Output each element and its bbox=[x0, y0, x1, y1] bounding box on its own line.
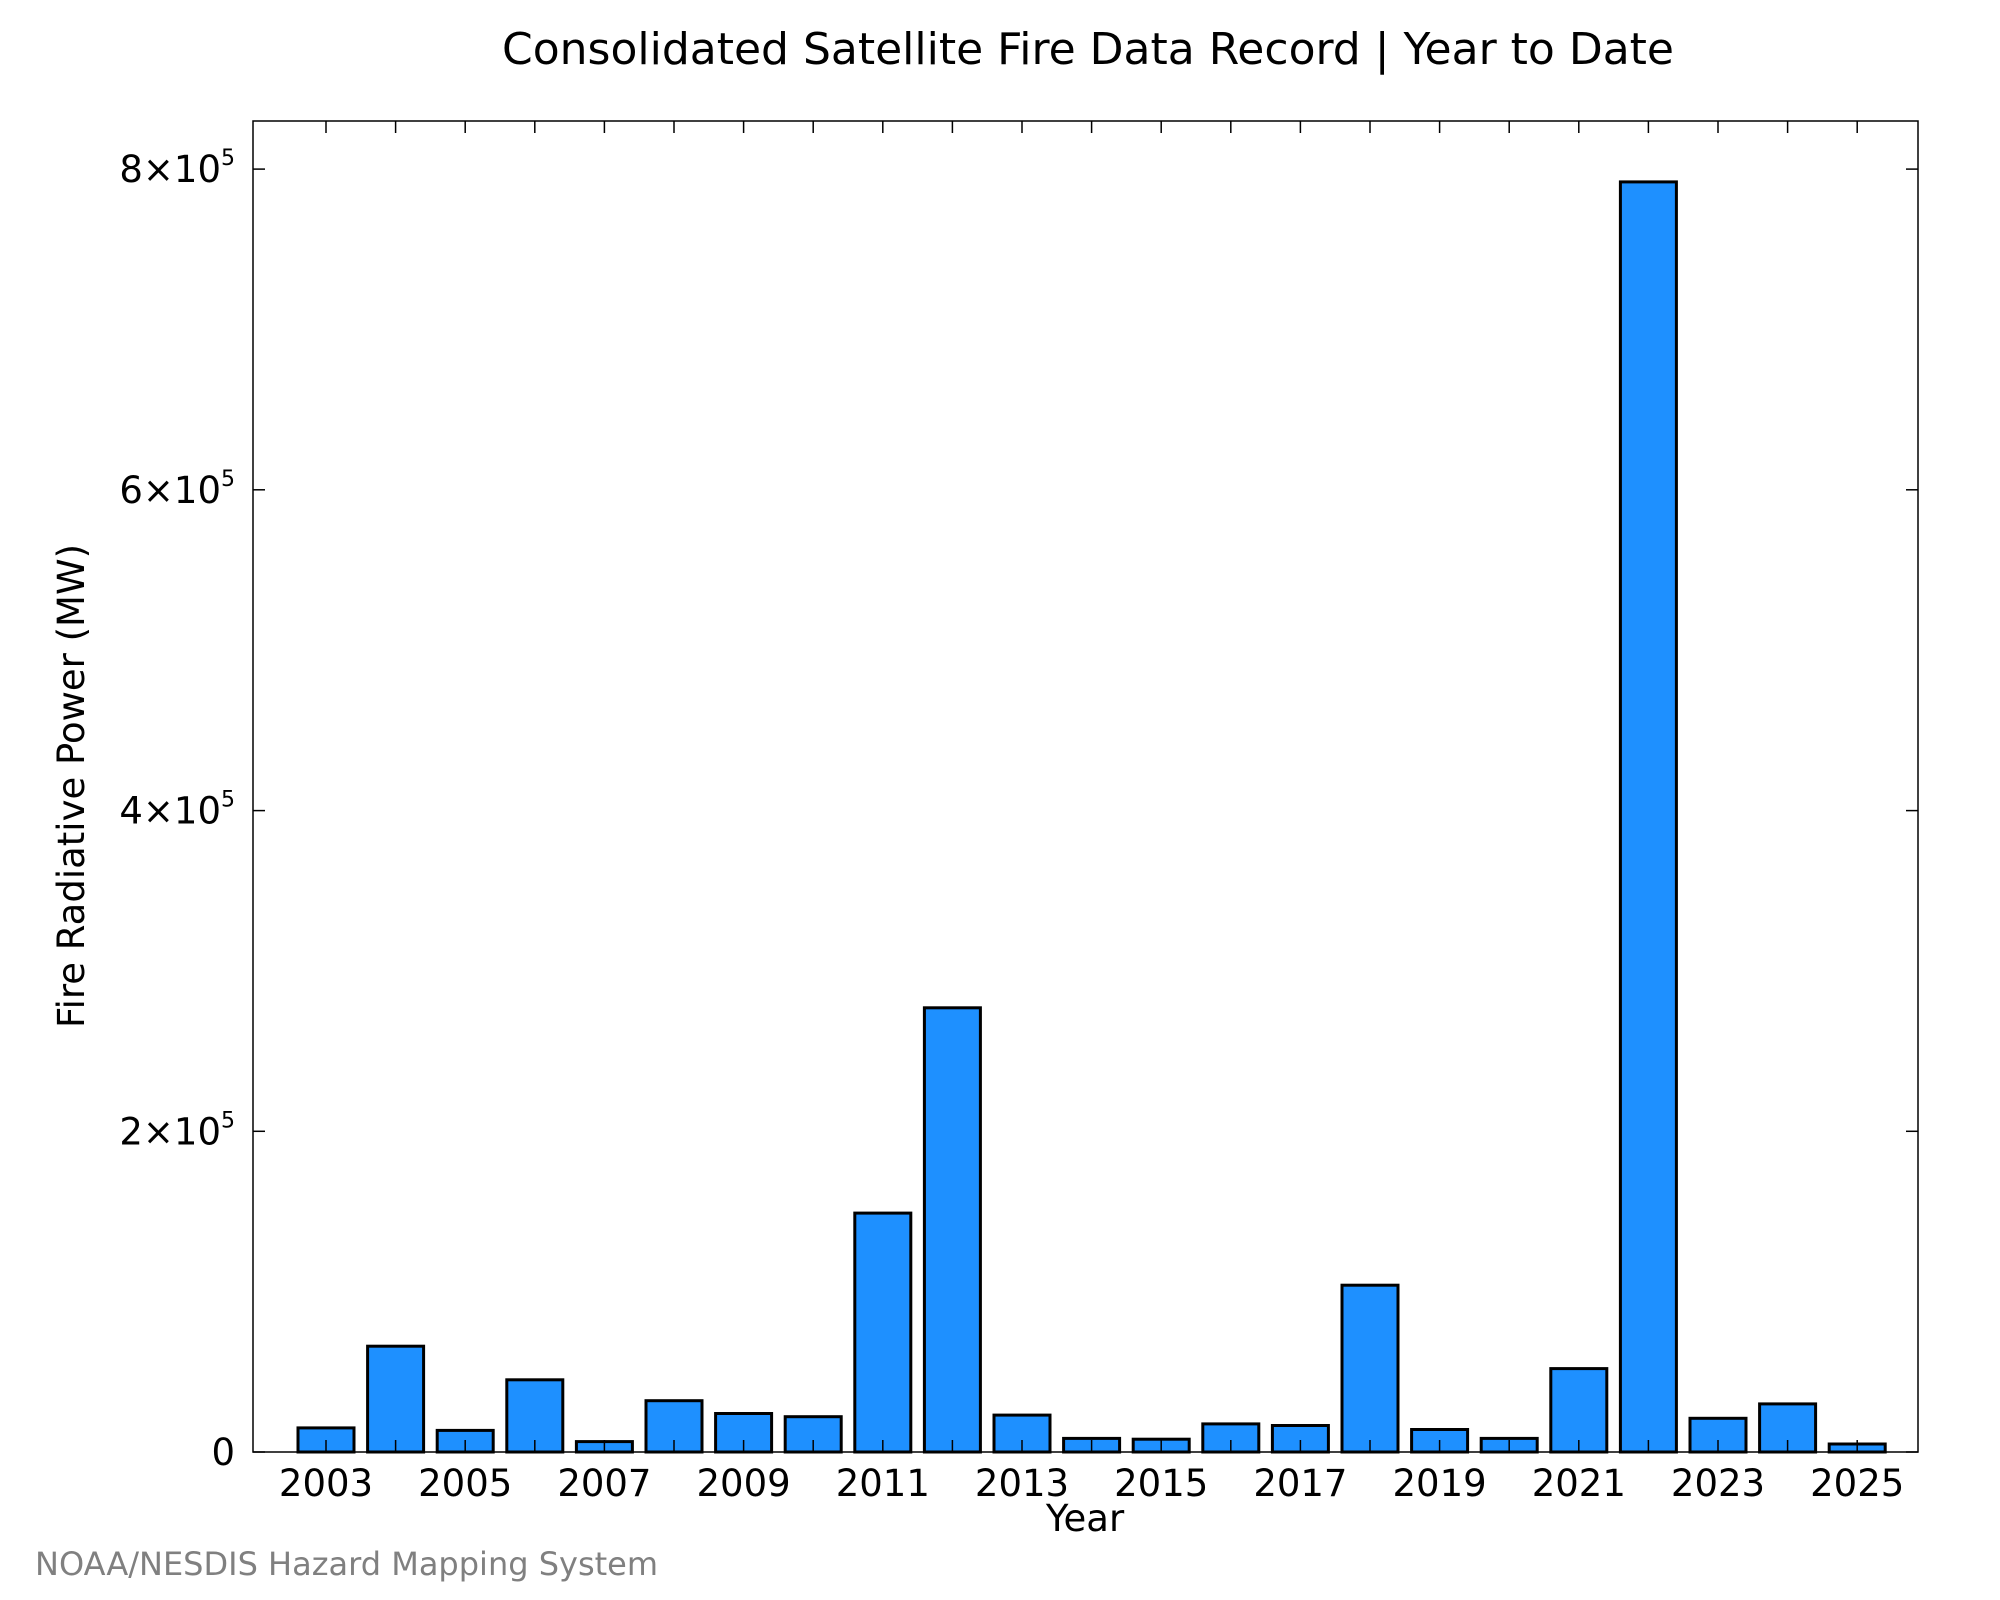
bar-2012 bbox=[922, 1006, 982, 1454]
y-tick-label: 8×105 bbox=[119, 146, 235, 191]
bar-2018 bbox=[1340, 1283, 1400, 1454]
ticks-group: 0 2×105 4×105 6×105 8×105 2003 2005 2007 2009 201… bbox=[119, 121, 1918, 1505]
plot-frame bbox=[252, 120, 1919, 1453]
x-tick-label: 2015 bbox=[1114, 1462, 1208, 1505]
x-tick-label: 2017 bbox=[1253, 1462, 1347, 1505]
x-axis-label: Year bbox=[1045, 1497, 1125, 1540]
x-tick-label: 2013 bbox=[975, 1462, 1069, 1505]
x-tick-label: 2021 bbox=[1532, 1462, 1626, 1505]
y-tick-label: 0 bbox=[211, 1431, 235, 1474]
bar-2022 bbox=[1618, 180, 1678, 1454]
bar-2006 bbox=[505, 1378, 565, 1454]
x-tick-label: 2009 bbox=[697, 1462, 791, 1505]
x-tick-label: 2003 bbox=[279, 1462, 373, 1505]
x-tick-label: 2019 bbox=[1393, 1462, 1487, 1505]
chart-title: Consolidated Satellite Fire Data Record … bbox=[502, 24, 1674, 75]
x-tick-label: 2011 bbox=[836, 1462, 930, 1505]
x-tick-label: 2007 bbox=[557, 1462, 651, 1505]
x-tick-label: 2005 bbox=[418, 1462, 512, 1505]
x-tick-label: 2025 bbox=[1810, 1462, 1904, 1505]
x-tick-label: 2023 bbox=[1671, 1462, 1765, 1505]
y-tick-label: 4×105 bbox=[119, 788, 235, 833]
source-credit: NOAA/NESDIS Hazard Mapping System bbox=[35, 1545, 658, 1583]
y-tick-label: 6×105 bbox=[119, 467, 235, 512]
y-axis-label: Fire Radiative Power (MW) bbox=[50, 544, 93, 1028]
bars-group bbox=[296, 180, 1887, 1454]
bar-2004 bbox=[366, 1344, 426, 1454]
bar-2011 bbox=[853, 1211, 913, 1454]
y-tick-label: 2×105 bbox=[119, 1108, 235, 1153]
bar-2021 bbox=[1549, 1367, 1609, 1454]
